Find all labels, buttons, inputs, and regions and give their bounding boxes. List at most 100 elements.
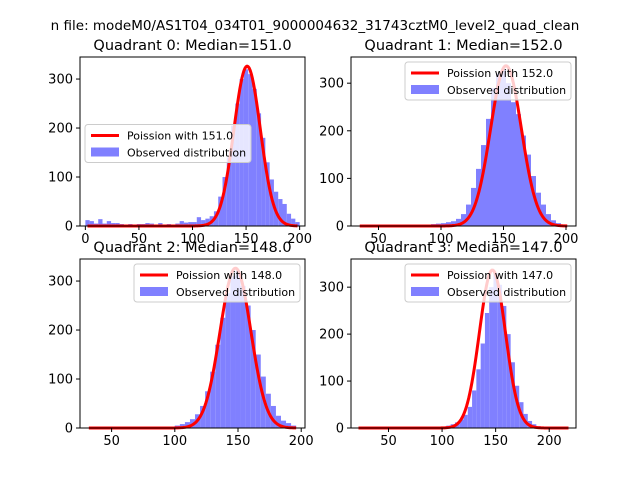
quadrant-2-hist-bar [240,285,246,428]
quadrant-3-legend-box [404,263,572,303]
quadrant-0-hist-bar [291,218,296,226]
quadrant-2-xtick-label: 100 [162,434,187,449]
quadrant-1-xtick-label: 100 [429,232,454,247]
quadrant-2-hist-bar [205,391,211,428]
quadrant-1-xtick-label: 50 [370,232,387,247]
quadrant-0-hist-bar [98,219,103,226]
quadrant-0-hist-bar [192,222,197,226]
quadrant-3-hist-bar [484,312,490,428]
quadrant-3-panel: 50 100 150 200 0 100 200 300 Quadrant 3: Median=… [319,240,577,449]
quadrant-2-legend-hist-swatch [140,287,168,296]
quadrant-0-hist-bar [201,220,206,226]
quadrant-3-ytick-label: 300 [319,281,344,296]
quadrant-2-axes-frame [79,258,306,429]
quadrant-3-hist-bar [472,390,477,428]
quadrant-0-xtick-label: 50 [131,232,148,247]
quadrant-1-hist-bar [491,87,496,226]
quadrant-0-hist-bar [188,222,193,226]
quadrant-2-panel: 50 100 150 200 0 100 200 300 Quadrant 2: Median=… [48,240,313,449]
quadrant-0-hist-bar [265,162,270,226]
quadrant-1-legend-hist-label: Observed distribution [447,84,566,97]
quadrant-0-legend: Poission with 151.0 Observed distribution [84,124,252,163]
quadrant-3-hist-bar [489,287,494,428]
quadrant-1-panel: 50 100 150 200 0 100 200 300 Quadrant 1: Median=… [319,38,578,247]
quadrant-2-ytick-label: 100 [48,373,73,388]
quadrant-3-legend: Poission with 147.0 Observed distribution [404,263,572,303]
quadrant-2-hist-bar [250,330,256,428]
quadrant-3-xtick-label: 50 [380,434,397,449]
quadrant-1-ytick-label: 100 [319,172,344,187]
quadrant-1-ytick-label: 0 [336,220,344,235]
quadrant-2-hist-bar [260,376,266,428]
quadrant-0-hist-bar [256,113,262,226]
quadrant-0-hist-bar [226,157,232,226]
quadrant-1-title: Quadrant 1: Median=152.0 [364,38,562,54]
quadrant-2-hist-bar [270,405,276,428]
quadrant-2-hist-bar [275,415,281,428]
quadrant-1-hist-bar [511,102,516,226]
quadrant-3-legend-hist-label: Observed distribution [447,286,566,299]
quadrant-1-hist-bar [521,135,526,226]
quadrant-1-hist-bar [531,176,536,226]
quadrant-0-hist-bar [235,103,240,226]
quadrant-3-hist-bar [459,419,464,428]
quadrant-1-ytick-label: 300 [319,77,344,92]
quadrant-0-ytick-label: 100 [48,171,73,186]
quadrant-1-hist-bar [461,214,466,226]
quadrant-3-legend-hist-swatch [411,287,439,296]
quadrant-0-legend-curve-label: Poission with 151.0 [127,130,233,143]
quadrant-2-hist-bar [184,422,190,428]
quadrant-2-hist-bar [225,293,231,428]
quadrant-0-legend-hist-label: Observed distribution [127,147,246,160]
quadrant-2-hist-bar [220,317,226,428]
quadrant-2-hist-bar [210,371,216,428]
figure-suptitle: n file: modeM0/AS1T04_034T01_9000004632_… [51,18,580,34]
quadrant-1-hist-bar [486,118,491,226]
quadrant-1-xtick-label: 150 [491,232,516,247]
quadrant-0-xtick-label: 150 [234,232,259,247]
quadrant-3-title: Quadrant 3: Median=147.0 [364,240,562,256]
quadrant-3-hist-bar [493,273,498,428]
quadrant-1-hist-bar [456,218,461,226]
quadrant-0-hist-bar [205,218,210,226]
quadrant-2-ytick-label: 0 [65,422,73,437]
quadrant-1-hist-bar [501,68,506,227]
quadrant-3-ytick-label: 200 [319,328,344,343]
quadrant-2-hist-bar [255,354,261,428]
quadrant-0-panel: 0 50 100 150 200 0 100 200 300 Quadrant 0: Median… [48,38,312,247]
quadrant-2-ytick-label: 200 [48,324,73,339]
quadrant-0-ytick-label: 200 [48,122,73,137]
quadrant-3-xtick-label: 200 [537,434,562,449]
quadrant-0-hist-bar [85,220,90,226]
quadrant-3-hist-bar [497,284,503,428]
quadrant-3-xtick-label: 150 [483,434,508,449]
quadrant-2-title: Quadrant 2: Median=148.0 [93,240,291,256]
quadrant-1-hist-bar [446,222,451,226]
quadrant-3-legend-curve-label: Poission with 147.0 [447,269,553,282]
quadrant-0-hist-bar [261,137,266,226]
quadrant-3-hist-bar [463,414,468,428]
quadrant-1-hist-bar [526,154,531,226]
quadrant-0-hist-bar [89,221,94,226]
quadrant-1-legend-curve-label: Poission with 152.0 [447,67,553,80]
quadrant-0-hist-bar [222,177,227,226]
quadrant-0-hist-bar [252,88,257,226]
quadrant-0-xtick-label: 100 [180,232,205,247]
quadrant-2-xtick-label: 150 [226,434,251,449]
quadrant-1-hist-bar [506,83,511,226]
quadrant-0-hist-bar [218,196,223,226]
quadrant-3-hist-bar [506,334,511,428]
quadrant-2-hist-bar [280,420,287,428]
quadrant-0-hist-bar [278,199,283,226]
quadrant-0-hist-bar [183,222,189,226]
quadrant-1-axes-frame [350,56,577,227]
quadrant-1-xtick-label: 200 [554,232,579,247]
quadrant-2-hist-bar [179,424,185,428]
quadrant-1-hist-bar [496,73,501,226]
quadrant-1-hist-bar [516,114,521,226]
quadrant-3-hist-bar [467,406,473,428]
quadrant-1-hist-bar [451,221,456,226]
quadrant-2-ytick-label: 300 [48,275,73,290]
quadrant-1-legend-box [404,61,572,101]
